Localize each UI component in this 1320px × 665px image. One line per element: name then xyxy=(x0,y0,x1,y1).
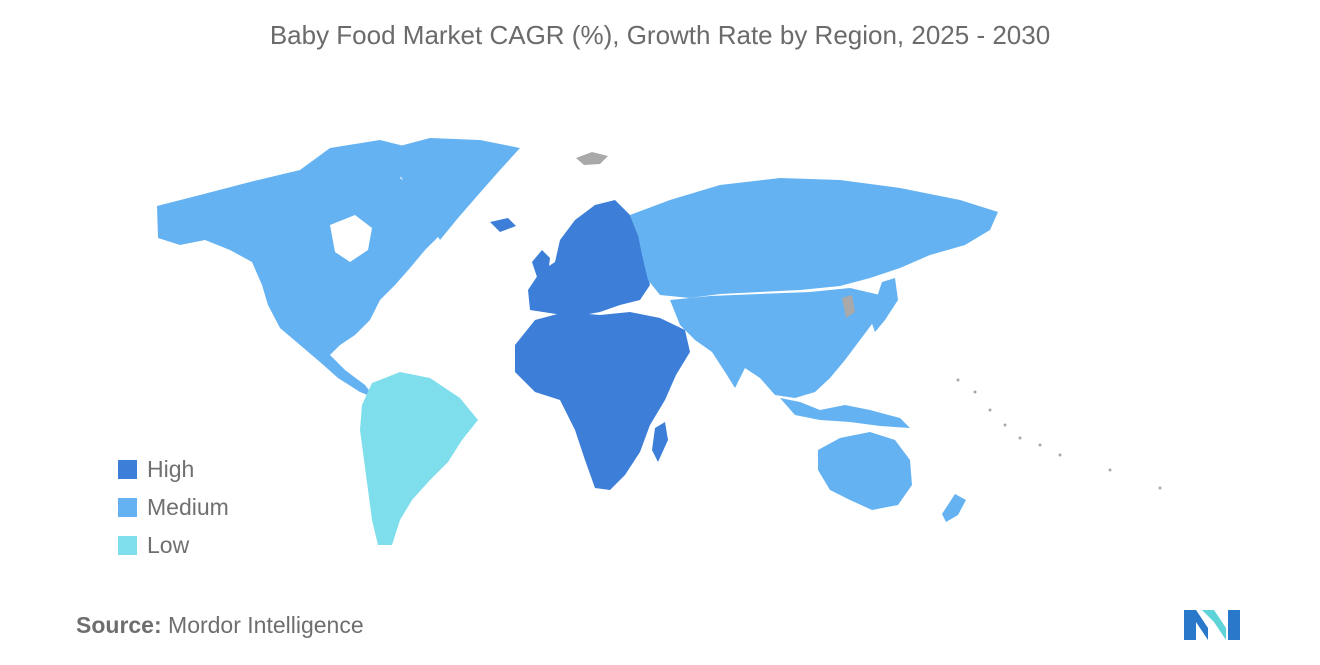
region-middle-east-africa xyxy=(515,312,690,490)
region-europe xyxy=(528,200,650,316)
region-iceland xyxy=(490,218,516,232)
region-north-america xyxy=(157,140,445,398)
legend-label-medium: Medium xyxy=(147,493,229,520)
mordor-intelligence-logo xyxy=(1184,610,1240,640)
region-svalbard xyxy=(576,152,608,165)
region-madagascar xyxy=(652,422,668,462)
region-uk xyxy=(532,250,550,280)
hudson-bay xyxy=(330,215,372,262)
legend-label-low: Low xyxy=(147,531,190,558)
legend-swatch-low xyxy=(118,535,137,555)
legend-item-medium: Medium xyxy=(118,488,229,526)
legend-swatch-medium xyxy=(118,497,137,517)
legend-label-high: High xyxy=(147,455,195,482)
region-southeast-asia-islands xyxy=(780,398,910,428)
region-asia-pacific xyxy=(670,288,880,398)
pacific-islands xyxy=(956,378,1162,490)
legend: High Medium Low xyxy=(118,450,229,564)
region-australia xyxy=(818,432,912,510)
legend-item-low: Low xyxy=(118,526,229,564)
source-value: Mordor Intelligence xyxy=(168,612,364,638)
chart-title: Baby Food Market CAGR (%), Growth Rate b… xyxy=(269,20,1051,50)
source-note: Source: Mordor Intelligence xyxy=(76,612,364,639)
region-japan xyxy=(870,278,898,332)
region-russia-central-asia xyxy=(630,178,998,298)
legend-item-high: High xyxy=(118,450,229,488)
region-korea xyxy=(842,295,855,318)
region-greenland xyxy=(385,138,520,240)
region-south-america xyxy=(360,372,478,545)
legend-swatch-high xyxy=(118,459,137,479)
source-label: Source: xyxy=(76,612,162,638)
region-new-zealand xyxy=(942,494,966,522)
